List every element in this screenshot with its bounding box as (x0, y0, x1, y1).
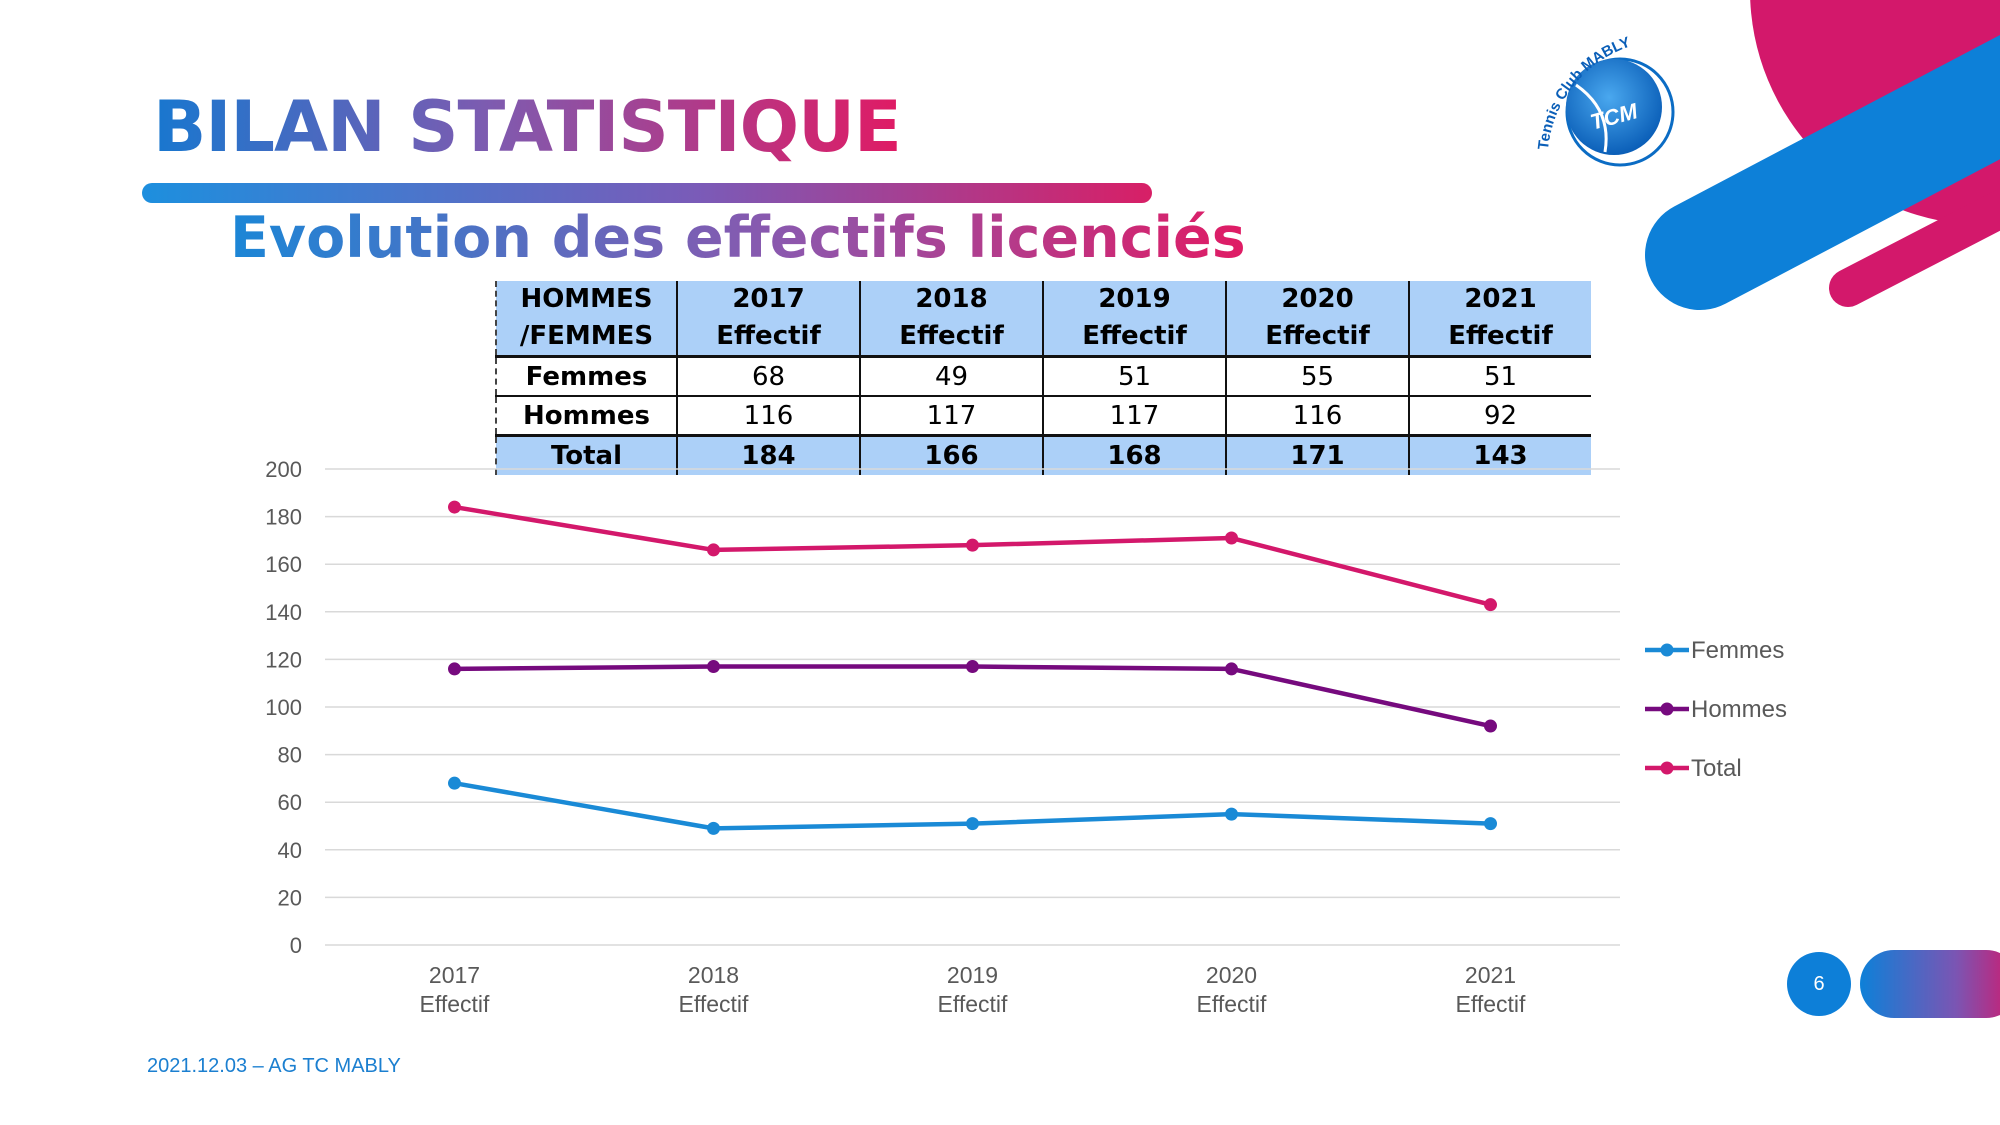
table-header-2018: 2018 Effectif (859, 281, 1043, 357)
col-sub: Effectif (716, 321, 821, 351)
table-cell: 51 (1408, 356, 1591, 396)
legend-marker-femmes (1660, 643, 1674, 657)
y-tick-label: 80 (278, 743, 302, 768)
x-tick-label: 2019 (947, 962, 998, 988)
x-tick-label: Effectif (938, 991, 1008, 1017)
footer-text: 2021.12.03 – AG TC MABLY (147, 1055, 401, 1077)
data-point-total (966, 538, 979, 552)
x-tick-label: 2017 (429, 962, 480, 988)
table-header-label-line1: HOMMES (520, 284, 653, 314)
table-cell: 51 (1042, 356, 1226, 396)
data-point-femmes (1484, 817, 1497, 831)
col-sub: Effectif (1082, 321, 1187, 351)
data-point-hommes (707, 660, 720, 674)
legend-label-hommes: Hommes (1691, 696, 1787, 723)
x-tick-label: 2018 (688, 962, 739, 988)
data-point-hommes (1484, 719, 1497, 733)
series-line-total (454, 504, 1492, 607)
table-header-label-line2: /FEMMES (519, 321, 654, 351)
data-point-total (707, 543, 720, 557)
x-tick-label: 2021 (1465, 962, 1516, 988)
y-tick-label: 40 (278, 838, 302, 863)
table-row-hommes: Hommes 116 117 117 116 92 (495, 396, 1591, 436)
slide-title: BILAN STATISTIQUE (153, 86, 902, 168)
y-tick-label: 0 (290, 933, 302, 958)
data-point-total (448, 500, 461, 514)
corner-blue-stripe (1645, 34, 2000, 310)
table-row-label: Hommes (495, 396, 677, 436)
table-row-label: Femmes (495, 356, 677, 396)
data-point-femmes (448, 776, 461, 790)
col-year: 2018 (915, 284, 988, 314)
legend-label-femmes: Femmes (1691, 637, 1784, 664)
series-line-hommes (454, 664, 1491, 729)
col-year: 2017 (732, 284, 805, 314)
x-tick-label: 2020 (1206, 962, 1257, 988)
y-tick-label: 180 (265, 505, 302, 530)
x-tick-label: Effectif (1456, 991, 1526, 1017)
data-point-hommes (1225, 662, 1238, 676)
table-header-label: HOMMES /FEMMES (495, 281, 677, 357)
col-sub: Effectif (1448, 321, 1553, 351)
col-year: 2021 (1464, 284, 1537, 314)
data-point-femmes (1225, 807, 1238, 821)
data-point-total (1225, 531, 1238, 545)
data-point-hommes (966, 660, 979, 674)
data-point-femmes (966, 817, 979, 831)
slide-subtitle: Evolution des effectifs licenciés (230, 205, 1246, 271)
page-tab-stripe (1860, 950, 2000, 1018)
table-cell: 117 (1042, 396, 1226, 436)
table-cell: 92 (1408, 396, 1591, 436)
table-cell: 55 (1225, 356, 1409, 396)
table-header-2017: 2017 Effectif (676, 281, 860, 357)
title-underline (142, 183, 1152, 203)
x-tick-label: Effectif (679, 991, 749, 1017)
table-cell: 116 (1225, 396, 1409, 436)
col-year: 2019 (1098, 284, 1171, 314)
table-header-row: HOMMES /FEMMES 2017 Effectif 2018 Effectif… (495, 281, 1591, 357)
legend-marker-total (1660, 761, 1674, 775)
legend-label-total: Total (1691, 755, 1742, 782)
y-tick-label: 160 (265, 552, 302, 577)
data-point-femmes (707, 821, 720, 835)
table-row-femmes: Femmes 68 49 51 55 51 (495, 356, 1591, 396)
page-number-badge: 6 (1787, 952, 1851, 1016)
table-header-2019: 2019 Effectif (1042, 281, 1226, 357)
logo-ball (1566, 59, 1662, 155)
data-point-hommes (448, 662, 461, 676)
table-cell: 49 (859, 356, 1043, 396)
logo-ball-seam (1575, 83, 1608, 153)
corner-pink-stripe (1829, 187, 2000, 307)
table-header-2020: 2020 Effectif (1225, 281, 1409, 357)
y-tick-label: 60 (278, 790, 302, 815)
y-tick-label: 200 (265, 457, 302, 482)
data-point-total (1484, 598, 1497, 612)
table-cell: 117 (859, 396, 1043, 436)
legend-marker-hommes (1660, 702, 1674, 716)
y-tick-label: 20 (278, 885, 302, 910)
col-sub: Effectif (899, 321, 1004, 351)
x-tick-label: Effectif (420, 991, 490, 1017)
x-tick-label: Effectif (1197, 991, 1267, 1017)
table-cell: 116 (676, 396, 860, 436)
y-tick-label: 140 (265, 600, 302, 625)
table-header-2021: 2021 Effectif (1408, 281, 1591, 357)
y-tick-label: 120 (265, 647, 302, 672)
col-sub: Effectif (1265, 321, 1370, 351)
col-year: 2020 (1281, 284, 1354, 314)
y-tick-label: 100 (265, 695, 302, 720)
table-cell: 68 (676, 356, 860, 396)
